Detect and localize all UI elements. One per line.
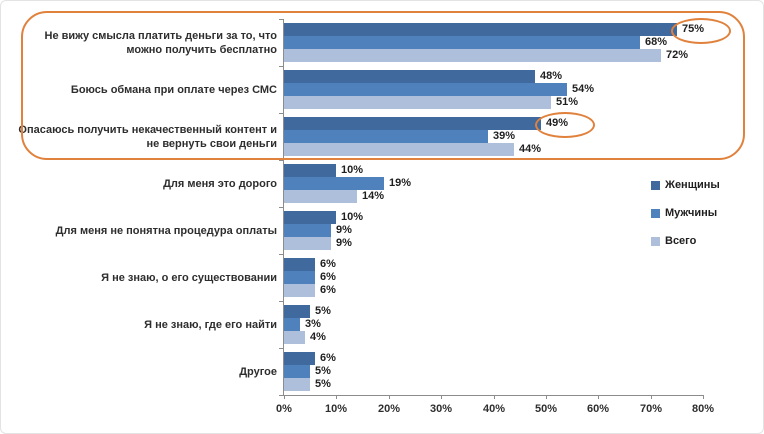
value-label: 72% [666, 49, 689, 61]
category-label: Не вижу смысла платить деньги за то, что… [44, 29, 277, 56]
bar [284, 164, 336, 177]
bar [284, 117, 541, 130]
category-label: Для меня это дорого [163, 177, 277, 190]
value-label: 10% [341, 164, 364, 176]
bar [284, 211, 336, 224]
category-label: Я не знаю, где его найти [144, 318, 277, 331]
value-label: 6% [320, 258, 336, 270]
y-axis-tick [279, 301, 283, 302]
category-label: Другое [239, 365, 277, 378]
value-label: 9% [336, 237, 352, 249]
bar [284, 258, 315, 271]
value-label: 14% [362, 190, 385, 202]
bar [284, 271, 315, 284]
value-label: 68% [645, 36, 668, 48]
value-label: 3% [305, 318, 321, 330]
value-label: 4% [310, 331, 326, 343]
category-label: Я не знаю, о его существовании [101, 271, 277, 284]
x-axis-label: 0% [276, 403, 292, 415]
value-label: 6% [320, 352, 336, 364]
x-axis-tick [703, 395, 704, 399]
x-axis-tick [284, 395, 285, 399]
bar [284, 318, 300, 331]
bar [284, 190, 357, 203]
bar [284, 130, 488, 143]
bar [284, 378, 310, 391]
bar [284, 365, 310, 378]
value-label: 51% [556, 96, 579, 108]
x-axis-label: 10% [324, 403, 348, 415]
value-label: 9% [336, 224, 352, 236]
bar [284, 36, 640, 49]
y-axis-tick [279, 207, 283, 208]
highlight-box [21, 11, 745, 160]
y-axis-tick [279, 160, 283, 161]
x-axis-label: 80% [691, 403, 715, 415]
x-axis-label: 50% [534, 403, 558, 415]
bar [284, 70, 535, 83]
x-axis-tick [598, 395, 599, 399]
value-label: 48% [540, 70, 563, 82]
value-label: 6% [320, 284, 336, 296]
x-axis-tick [651, 395, 652, 399]
bar [284, 143, 514, 156]
y-axis-tick [279, 254, 283, 255]
bar [284, 305, 310, 318]
legend-item: Мужчины [651, 207, 717, 219]
value-label: 5% [315, 378, 331, 390]
bar [284, 237, 331, 250]
value-label: 19% [389, 177, 412, 189]
legend-item: Женщины [651, 179, 720, 191]
bar [284, 96, 551, 109]
bar [284, 177, 384, 190]
y-axis-tick [279, 348, 283, 349]
value-label: 39% [493, 130, 516, 142]
value-label: 44% [519, 143, 542, 155]
bar [284, 331, 305, 344]
x-axis-tick [389, 395, 390, 399]
x-axis-tick [494, 395, 495, 399]
value-label: 54% [572, 83, 595, 95]
circle-annotation [671, 18, 731, 44]
x-axis-label: 20% [377, 403, 401, 415]
category-label: Для меня не понятна процедура оплаты [55, 224, 277, 237]
bar [284, 49, 661, 62]
legend-swatch-icon [651, 236, 660, 246]
legend-item: Всего [651, 235, 696, 247]
legend-label: Всего [665, 235, 697, 247]
category-label: Опасаюсь получить некачественный контент… [18, 123, 277, 150]
bar [284, 352, 315, 365]
y-axis-tick [279, 113, 283, 114]
y-axis-tick [279, 395, 283, 396]
value-label: 5% [315, 365, 331, 377]
x-axis-tick [336, 395, 337, 399]
legend-swatch-icon [651, 180, 660, 190]
bar [284, 224, 331, 237]
bar [284, 284, 315, 297]
circle-annotation [535, 112, 595, 138]
bar [284, 83, 567, 96]
x-axis-tick [441, 395, 442, 399]
x-axis-label: 30% [429, 403, 453, 415]
plot-area [283, 19, 703, 396]
x-axis-label: 40% [482, 403, 506, 415]
legend-label: Мужчины [665, 207, 718, 219]
y-axis-tick [279, 66, 283, 67]
value-label: 10% [341, 211, 364, 223]
category-label: Боюсь обмана при оплате через СМС [70, 83, 277, 96]
legend-label: Женщины [665, 179, 720, 191]
x-axis-label: 70% [639, 403, 663, 415]
value-label: 6% [320, 271, 336, 283]
value-label: 5% [315, 305, 331, 317]
legend-swatch-icon [651, 208, 660, 218]
bar [284, 23, 677, 36]
x-axis-tick [546, 395, 547, 399]
x-axis-label: 60% [586, 403, 610, 415]
y-axis-tick [279, 19, 283, 20]
